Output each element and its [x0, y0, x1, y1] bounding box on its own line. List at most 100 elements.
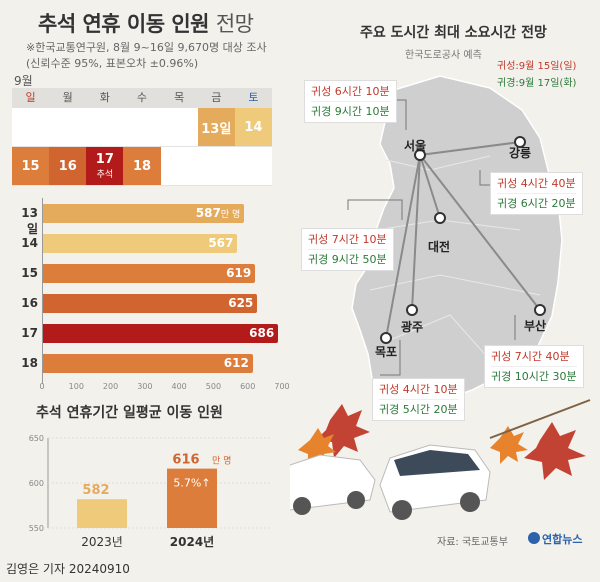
- x-tick-label: 200: [102, 382, 119, 391]
- bar: 625: [43, 294, 258, 313]
- avg-change-label: 5.7%↑: [173, 477, 210, 490]
- map-legend: 귀성:9월 15일(일) 귀경:9월 17일(화): [497, 58, 576, 92]
- route-line-gwangju: [411, 154, 421, 311]
- calendar: 일 월 화 수 목 금 토 13일 14 15 16 17 추석 18: [12, 88, 272, 186]
- car-icon: [290, 444, 491, 520]
- time-home-gwangju: 귀성 4시간 10분: [379, 383, 458, 396]
- agency-name: 연합뉴스: [542, 533, 583, 546]
- bar-value-label: 567: [208, 236, 234, 250]
- x-tick-label: 600: [240, 382, 256, 391]
- avg-category-label: 2024년: [170, 535, 214, 549]
- calendar-day-15: 15: [12, 147, 50, 185]
- calendar-cell: [198, 147, 235, 185]
- city-label-daejeon: 대전: [428, 240, 451, 254]
- chuseok-label: 추석: [96, 170, 114, 180]
- time-return-busan: 귀경 10시간 30분: [491, 366, 577, 386]
- weekday-mon: 월: [62, 91, 73, 104]
- y-tick-label: 650: [29, 434, 44, 443]
- weekday-wed: 수: [136, 91, 148, 104]
- bar-unit-label: 만 명: [220, 210, 241, 220]
- calendar-day-18: 18: [123, 147, 161, 185]
- maple-leaf-icon: [298, 399, 591, 480]
- city-dot-daejeon: [434, 212, 446, 224]
- time-home-busan: 귀성 7시간 40분: [491, 350, 570, 363]
- route-line-busan: [419, 154, 541, 311]
- calendar-cell: [49, 108, 86, 146]
- weekday-sun: 일: [25, 91, 36, 104]
- calendar-cell: [123, 108, 160, 146]
- time-home-gangneung: 귀성 4시간 40분: [497, 177, 576, 190]
- legend-home: 귀성:9월 15일(일): [497, 61, 577, 72]
- bar-category-label: 18: [21, 356, 38, 370]
- map-title: 주요 도시간 최대 소요시간 전망: [360, 25, 547, 41]
- time-home-mokpo: 귀성 6시간 10분: [311, 85, 390, 98]
- city-label-busan: 부산: [524, 319, 547, 333]
- weekday-tue: 화: [99, 91, 110, 104]
- title-suffix: 전망: [215, 12, 254, 36]
- calendar-day-17: 17 추석: [86, 147, 124, 185]
- time-box-daejeon: 귀성 7시간 10분 귀경 9시간 50분: [301, 228, 394, 271]
- korea-map: [290, 75, 591, 520]
- x-tick-label: 100: [68, 382, 84, 391]
- bar-category-label: 16: [21, 296, 38, 310]
- connector-daejeon: [347, 199, 403, 220]
- x-tick-label: 500: [205, 382, 222, 391]
- bar-category-label: 15: [21, 266, 38, 280]
- legend-return: 귀경:9월 17일(화): [497, 78, 577, 89]
- time-return-daejeon: 귀경 9시간 50분: [308, 249, 387, 269]
- city-label-gwangju: 광주: [401, 320, 424, 334]
- y-tick-label: 600: [29, 479, 44, 488]
- calendar-day-14: 14: [234, 108, 272, 146]
- city-dot-seoul: [414, 149, 426, 161]
- time-box-busan: 귀성 7시간 40분 귀경 10시간 30분: [484, 345, 584, 388]
- bar-value-label: 587만 명: [195, 206, 241, 220]
- calendar-cell: [161, 147, 198, 185]
- avg-chart-title: 추석 연휴기간 일평균 이동 인원: [36, 405, 223, 421]
- calendar-cell: [235, 147, 272, 185]
- map-subtitle: 한국도로공사 예측: [405, 50, 482, 61]
- survey-note: ※한국교통연구원, 8월 9~16일 9,670명 대상 조사 (신뢰수준 95…: [26, 40, 267, 72]
- page-title: 추석 연휴 이동 인원 전망: [38, 8, 254, 38]
- agency-logo: 연합뉴스: [528, 531, 582, 547]
- time-return-gangneung: 귀경 6시간 20분: [497, 193, 576, 213]
- bar-value-label: 625: [228, 296, 254, 310]
- source-note: 자료: 국토교통부: [437, 537, 508, 548]
- calendar-weekdays: 일 월 화 수 목 금 토: [12, 88, 272, 108]
- bar-category-label: 17: [21, 326, 38, 340]
- bar-value-label: 612: [223, 356, 249, 370]
- daily-travel-chart: 0 100 200 300 400 500 600 700 13일 587만 명 14 567 15 61…: [12, 198, 290, 398]
- time-return-mokpo: 귀경 9시간 10분: [311, 101, 390, 121]
- bar: 612: [43, 354, 253, 373]
- bar-category-label: 13일: [21, 206, 38, 236]
- time-box-gangneung: 귀성 4시간 40분 귀경 6시간 20분: [490, 172, 583, 215]
- time-box-gwangju: 귀성 4시간 10분 귀경 5시간 20분: [372, 378, 465, 421]
- x-tick-label: 0: [39, 382, 45, 391]
- calendar-day-16: 16: [49, 147, 87, 185]
- avg-category-label: 2023년: [81, 535, 123, 549]
- city-dot-mokpo: [380, 332, 392, 344]
- avg-unit-label: 만 명: [212, 456, 231, 467]
- title-main: 추석 연휴 이동 인원: [38, 12, 210, 36]
- time-home-daejeon: 귀성 7시간 10분: [308, 233, 387, 246]
- calendar-week-1: 13일 14: [12, 108, 272, 147]
- bar: 686: [43, 324, 279, 343]
- agency-logo-icon: [528, 532, 540, 544]
- route-line-mokpo: [385, 154, 421, 339]
- bar-value-label: 619: [226, 266, 252, 280]
- avg-bar: [77, 499, 127, 528]
- weekday-fri: 금: [211, 91, 222, 104]
- route-line-gangneung: [419, 141, 521, 156]
- avg-value-label: 582: [82, 483, 109, 498]
- bar-axis: [42, 198, 43, 384]
- bar-category-label: 14: [21, 236, 38, 250]
- calendar-cell: [86, 108, 123, 146]
- bar: 567: [43, 234, 238, 253]
- avg-value-label: 616: [172, 453, 199, 468]
- avg-bar: [167, 468, 217, 528]
- calendar-day-13: 13일: [197, 108, 235, 146]
- survey-note-line1: ※한국교통연구원, 8월 9~16일 9,670명 대상 조사: [26, 41, 267, 54]
- x-tick-label: 400: [171, 382, 187, 391]
- city-label-gangneung: 강릉: [509, 146, 532, 160]
- byline: 김영은 기자 20240910: [6, 562, 130, 576]
- city-label-mokpo: 목포: [375, 345, 398, 359]
